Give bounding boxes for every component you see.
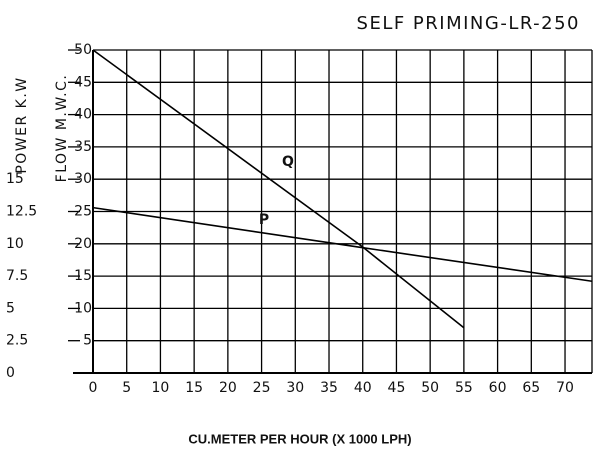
x-tick-label: 5	[122, 380, 131, 396]
y-tick-label: 5	[83, 333, 92, 349]
y2-tick-label: 0	[6, 365, 15, 381]
x-tick-label: 60	[489, 380, 507, 396]
x-tick-label: 0	[89, 380, 98, 396]
y-tick-label: 20	[74, 236, 92, 252]
x-tick-label: 35	[320, 380, 338, 396]
x-tick-label: 25	[253, 380, 271, 396]
curve-label: P	[259, 212, 269, 228]
y-tick-label: 35	[74, 139, 92, 155]
curve	[92, 49, 465, 329]
y-tick-label: 10	[74, 300, 92, 316]
y2-tick-label: 5	[6, 300, 15, 316]
y-tick-label: 45	[74, 74, 92, 90]
x-tick-label: 70	[556, 380, 574, 396]
y2-tick-label: 10	[6, 236, 24, 252]
y-axis-title: FLOW M.W.C.	[54, 74, 70, 183]
curve-label: Q	[282, 154, 294, 170]
y2-axis-title: POWER K.W	[14, 76, 30, 173]
y2-tick-label: 15	[6, 171, 24, 187]
y-tick-label: 25	[74, 204, 92, 220]
y-tick-label: 15	[74, 268, 92, 284]
curve	[92, 206, 593, 283]
chart-title: SELF PRIMING-LR-250	[357, 13, 580, 34]
x-tick-label: 55	[455, 380, 473, 396]
x-tick-label: 20	[219, 380, 237, 396]
x-tick-label: 15	[185, 380, 203, 396]
y-tick-label: 50	[74, 42, 92, 58]
y2-tick-label: 12.5	[6, 204, 37, 220]
x-tick-label: 40	[354, 380, 372, 396]
y2-tick-label: 7.5	[6, 268, 28, 284]
y2-tick-label: 2.5	[6, 333, 28, 349]
x-tick-label: 65	[522, 380, 540, 396]
y-tick-label: 30	[74, 171, 92, 187]
x-axis-title: CU.METER PER HOUR (X 1000 LPH)	[188, 431, 411, 446]
x-tick-label: 10	[152, 380, 170, 396]
x-tick-label: 45	[388, 380, 406, 396]
x-tick-label: 50	[421, 380, 439, 396]
y-tick-label: 40	[74, 107, 92, 123]
x-tick-label: 30	[286, 380, 304, 396]
